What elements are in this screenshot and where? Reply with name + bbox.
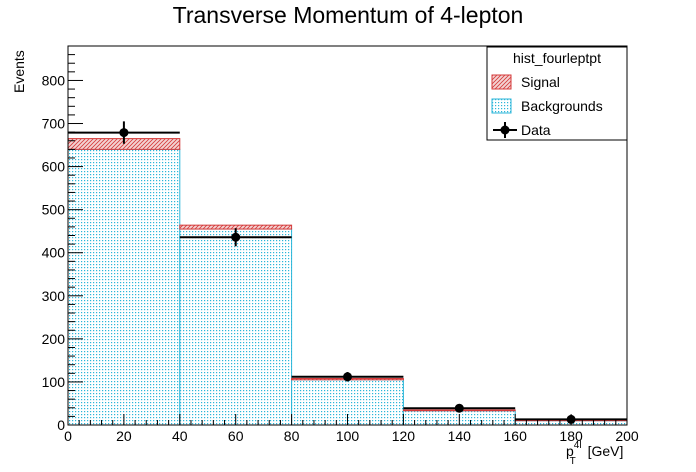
x-tick-label: 20 <box>116 428 132 444</box>
legend: hist_fourleptpt Signal Backgrounds Data <box>486 46 628 141</box>
x-tick-label: 200 <box>615 428 639 444</box>
x-tick-label: 180 <box>559 428 583 444</box>
y-tick-label: 100 <box>42 374 66 390</box>
x-tick-label: 40 <box>172 428 188 444</box>
background-bar <box>67 148 181 426</box>
y-tick-label: 700 <box>42 116 66 132</box>
x-tick-label: 0 <box>64 428 72 444</box>
y-tick-label: 500 <box>42 202 66 218</box>
legend-marker-point <box>500 125 510 135</box>
bars-layer <box>67 138 628 426</box>
x-axis-label-superscript: 4l <box>574 440 582 451</box>
x-axis-label: p4l T [GeV] <box>566 440 623 467</box>
legend-box <box>486 46 628 141</box>
legend-entry-label: Backgrounds <box>521 98 603 114</box>
axes-layer: 0 20 40 60 80 100 120 140 160 180 200 0 100 200 300 400… <box>42 45 639 444</box>
legend-swatch-backgrounds <box>491 98 512 114</box>
data-point <box>343 372 352 382</box>
y-tick-label: 300 <box>42 288 66 304</box>
legend-entry-label: Signal <box>521 74 560 90</box>
x-axis-label-unit: [GeV] <box>584 443 624 459</box>
y-tick-label: 600 <box>42 159 66 175</box>
background-bar <box>179 228 293 426</box>
x-axis-label-subscript: T <box>570 456 576 467</box>
legend-title: hist_fourleptpt <box>513 50 601 66</box>
x-tick-label: 80 <box>284 428 300 444</box>
x-tick-label: 160 <box>504 428 528 444</box>
x-tick-label: 140 <box>448 428 472 444</box>
y-tick-label: 800 <box>42 72 66 88</box>
x-tick-label: 120 <box>392 428 416 444</box>
y-tick-label: 0 <box>57 417 65 433</box>
legend-swatch-signal <box>491 74 512 90</box>
x-axis-label-base: p <box>566 443 574 459</box>
data-point <box>119 128 129 138</box>
x-tick-label: 60 <box>228 428 244 444</box>
y-axis-label: Events <box>11 50 27 93</box>
chart-title: Transverse Momentum of 4-lepton <box>173 2 524 28</box>
legend-entry-label: Data <box>521 122 551 138</box>
data-point <box>231 232 241 242</box>
y-tick-label: 200 <box>42 331 66 347</box>
y-tick-label: 400 <box>42 245 66 261</box>
data-point <box>454 403 464 413</box>
x-tick-label: 100 <box>336 428 360 444</box>
